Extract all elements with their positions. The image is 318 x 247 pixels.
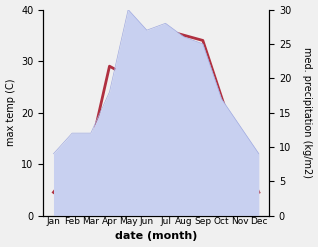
X-axis label: date (month): date (month) <box>115 231 197 242</box>
Y-axis label: max temp (C): max temp (C) <box>5 79 16 146</box>
Y-axis label: med. precipitation (kg/m2): med. precipitation (kg/m2) <box>302 47 313 178</box>
